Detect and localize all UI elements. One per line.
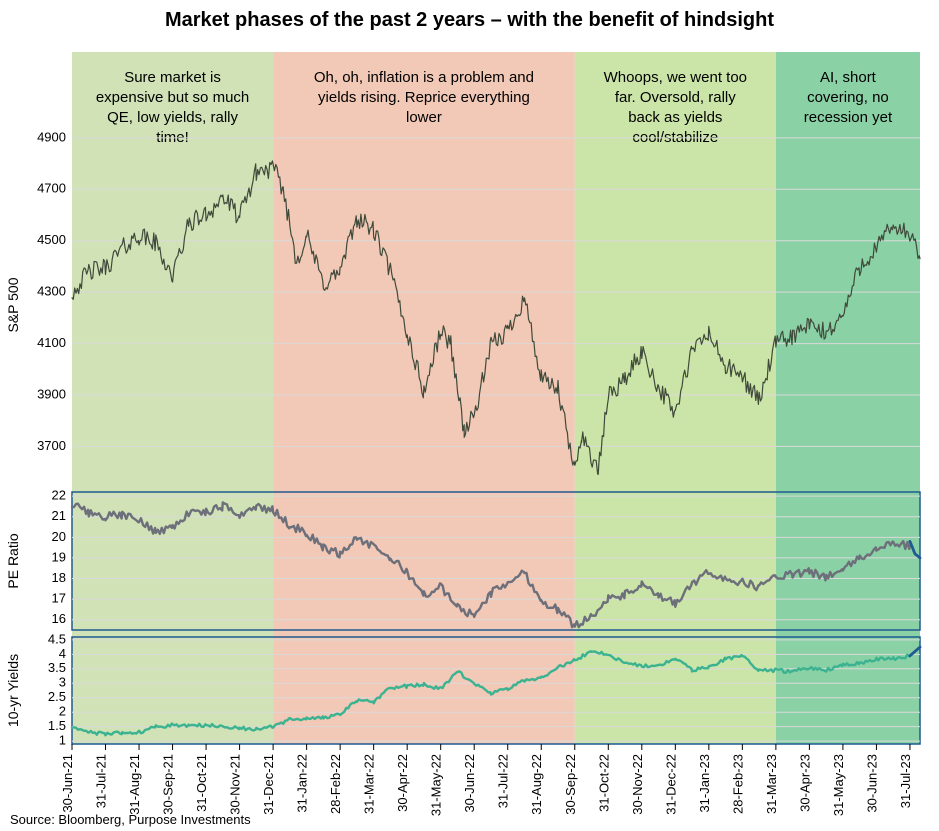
phase-annotation: QE, low yields, rally <box>107 109 238 126</box>
x-tick-label: 30-Sep-21 <box>161 754 176 815</box>
phase-annotation: recession yet <box>804 109 893 126</box>
phase-annotation: lower <box>406 109 442 126</box>
x-tick-label: 31-Jul-22 <box>496 754 511 808</box>
x-tick-label: 31-Aug-22 <box>529 754 544 815</box>
pe-ytick: 16 <box>52 611 66 626</box>
x-tick-label: 31-Oct-22 <box>596 754 611 812</box>
x-tick-label: 31-Jul-21 <box>94 754 109 808</box>
pe-axis-label: PE Ratio <box>5 533 21 588</box>
sp500-ytick: 4500 <box>37 232 66 247</box>
x-tick-label: 31-Mar-22 <box>362 754 377 814</box>
phase-annotation: Whoops, we went too <box>604 69 747 86</box>
x-tick-label: 31-May-23 <box>831 754 846 816</box>
sp500-ytick: 3900 <box>37 386 66 401</box>
phase-annotation: yields rising. Reprice everything <box>318 89 530 106</box>
chart-root: Sure market is expensive but so much QE, l… <box>0 0 939 831</box>
x-tick-label: 31-Jul-23 <box>898 754 913 808</box>
pe-ytick: 19 <box>52 549 66 564</box>
pe-ytick: 22 <box>52 488 66 503</box>
yields-ytick: 4.5 <box>48 631 66 646</box>
x-tick-label: 30-Jun-23 <box>864 754 879 813</box>
phase-annotation: Oh, oh, inflation is a problem and <box>314 69 534 86</box>
yields-ytick: 3.5 <box>48 660 66 675</box>
yields-ytick: 4 <box>59 646 66 661</box>
x-tick-label: 28-Feb-23 <box>730 754 745 814</box>
x-tick-label: 31-May-22 <box>429 754 444 816</box>
pe-ytick: 17 <box>52 591 66 606</box>
source-text: Source: Bloomberg, Purpose Investments <box>10 812 251 827</box>
x-tick-label: 30-Jun-21 <box>60 754 75 813</box>
x-tick-label: 31-Dec-21 <box>261 754 276 815</box>
x-tick-label: 31-Dec-22 <box>663 754 678 815</box>
x-tick-label: 28-Feb-22 <box>328 754 343 814</box>
pe-ytick: 18 <box>52 570 66 585</box>
yields-axis-label: 10-yr Yields <box>5 654 21 727</box>
x-tick-label: 30-Sep-22 <box>563 754 578 815</box>
x-tick-label: 31-Oct-21 <box>194 754 209 812</box>
yields-ytick: 2.5 <box>48 689 66 704</box>
x-tick-label: 30-Jun-22 <box>462 754 477 813</box>
x-tick-label: 30-Nov-22 <box>630 754 645 815</box>
sp500-ytick: 4100 <box>37 335 66 350</box>
yields-ytick: 1 <box>59 733 66 748</box>
pe-ytick: 21 <box>52 508 66 523</box>
sp500-ytick: 4700 <box>37 181 66 196</box>
x-tick-label: 30-Nov-21 <box>228 754 243 815</box>
x-tick-label: 31-Mar-23 <box>764 754 779 814</box>
x-tick-label: 30-Apr-23 <box>797 754 812 812</box>
phase-annotation: expensive but so much <box>96 89 249 106</box>
sp500-ytick: 4300 <box>37 284 66 299</box>
sp500-ytick: 3700 <box>37 438 66 453</box>
phase-annotation: far. Oversold, rally <box>615 89 736 106</box>
phase-annotation: Sure market is <box>124 69 221 86</box>
x-tick-label: 31-Aug-21 <box>127 754 142 815</box>
pe-ytick: 20 <box>52 529 66 544</box>
yields-ytick: 2 <box>59 704 66 719</box>
yields-ytick: 1.5 <box>48 718 66 733</box>
x-tick-label: 31-Jan-23 <box>697 754 712 813</box>
x-tick-label: 30-Apr-22 <box>395 754 410 812</box>
x-tick-label: 31-Jan-22 <box>295 754 310 813</box>
chart-title: Market phases of the past 2 years – with… <box>165 9 774 31</box>
sp500-axis-label: S&P 500 <box>5 277 21 332</box>
yields-ytick: 3 <box>59 675 66 690</box>
phase-annotation: AI, short <box>820 69 877 86</box>
phase-annotation: covering, no <box>807 89 889 106</box>
sp500-ytick: 4900 <box>37 129 66 144</box>
phase-annotation: back as yields <box>628 109 722 126</box>
chart-svg: Sure market is expensive but so much QE, l… <box>0 0 939 831</box>
